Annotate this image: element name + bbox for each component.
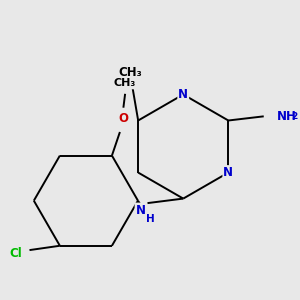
Text: 2: 2 [292, 112, 298, 122]
Text: H: H [146, 214, 154, 224]
Text: CH₃: CH₃ [118, 67, 142, 80]
Text: N: N [178, 88, 188, 101]
Text: NH: NH [277, 110, 297, 123]
Text: CH₃: CH₃ [114, 78, 136, 88]
Text: Cl: Cl [9, 247, 22, 260]
Text: O: O [118, 112, 128, 124]
Text: N: N [136, 203, 146, 217]
Text: N: N [223, 166, 233, 179]
